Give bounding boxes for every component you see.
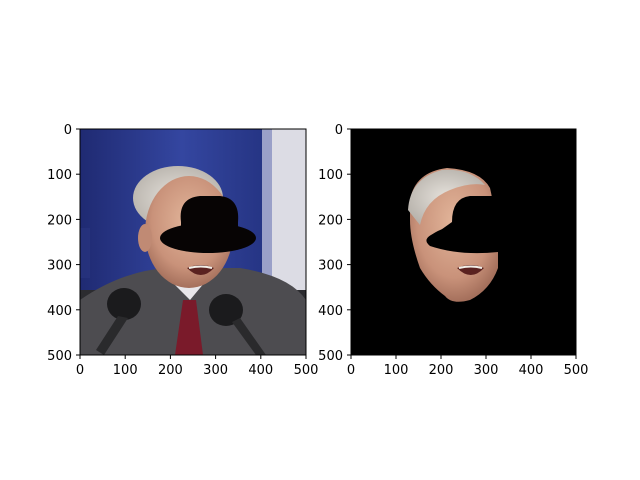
y-tick-label: 300 (47, 259, 72, 274)
right-axes: 0 100 200 300 400 500 0 100 200 300 400 500 (318, 123, 588, 378)
y-tick-label: 100 (318, 168, 343, 183)
y-tick-label: 400 (318, 304, 343, 319)
left-image-panel (79, 128, 307, 356)
x-tick-label: 0 (347, 363, 355, 378)
left-photo (80, 129, 306, 355)
x-tick-label: 400 (248, 363, 273, 378)
x-tick-label: 300 (203, 363, 228, 378)
x-tick-label: 0 (76, 363, 84, 378)
x-tick-label: 100 (113, 363, 138, 378)
y-tick-label: 100 (47, 168, 72, 183)
y-tick-label: 300 (318, 259, 343, 274)
right-image-panel (350, 128, 577, 356)
y-tick-label: 0 (335, 123, 343, 138)
x-tick-label: 300 (474, 363, 499, 378)
x-tick-label: 200 (429, 363, 454, 378)
y-tick-label: 200 (318, 213, 343, 228)
x-tick-label: 500 (294, 363, 319, 378)
x-tick-label: 200 (158, 363, 183, 378)
y-tick-label: 500 (47, 349, 72, 364)
y-tick-label: 200 (47, 213, 72, 228)
x-tick-label: 400 (519, 363, 544, 378)
left-axes: 0 100 200 300 400 500 0 100 200 300 400 500 (47, 123, 318, 378)
y-tick-label: 0 (64, 123, 72, 138)
x-tick-label: 100 (384, 363, 409, 378)
right-segmented (351, 129, 576, 355)
y-tick-label: 400 (47, 304, 72, 319)
hat-mask (160, 196, 256, 253)
x-tick-label: 500 (564, 363, 589, 378)
y-tick-label: 500 (318, 349, 343, 364)
